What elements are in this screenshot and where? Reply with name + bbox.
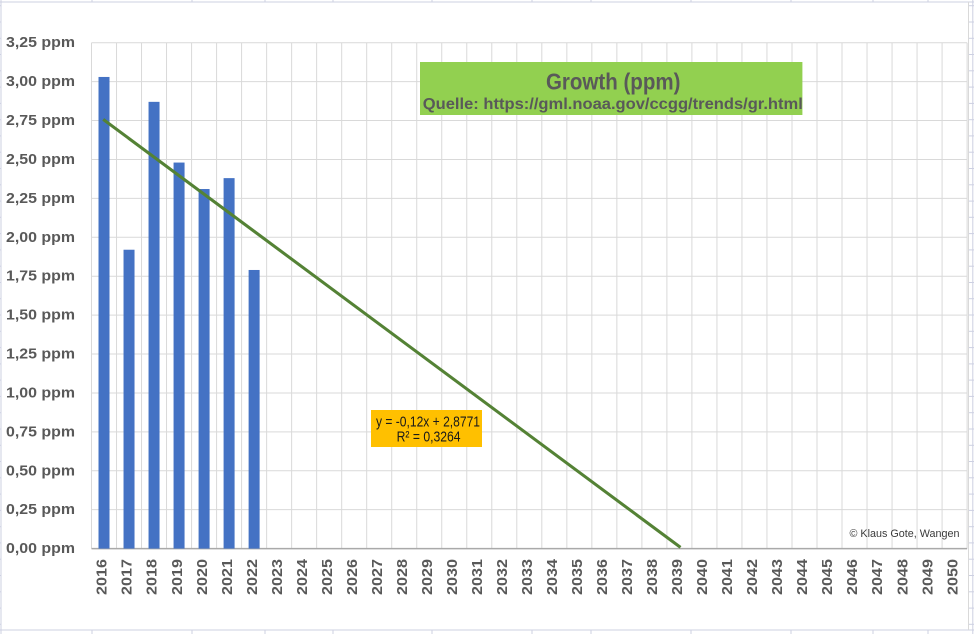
svg-text:y = -0,12x + 2,8771: y = -0,12x + 2,8771 (376, 413, 480, 430)
svg-text:2,25 ppm: 2,25 ppm (6, 190, 75, 207)
svg-text:1,50 ppm: 1,50 ppm (6, 307, 75, 324)
svg-text:2042: 2042 (744, 559, 761, 595)
svg-text:Quelle: https://gml.noaa.gov/c: Quelle: https://gml.noaa.gov/ccgg/trends… (423, 96, 803, 113)
svg-text:2034: 2034 (544, 558, 561, 595)
svg-text:2026: 2026 (344, 559, 361, 595)
svg-text:2020: 2020 (194, 559, 211, 595)
svg-text:2,75 ppm: 2,75 ppm (6, 112, 75, 129)
svg-text:2044: 2044 (794, 558, 811, 595)
svg-text:2029: 2029 (419, 559, 436, 595)
svg-text:2035: 2035 (569, 559, 586, 595)
svg-text:2,50 ppm: 2,50 ppm (6, 151, 75, 168)
svg-text:2046: 2046 (844, 559, 861, 595)
svg-text:2027: 2027 (369, 559, 386, 595)
svg-text:1,25 ppm: 1,25 ppm (6, 346, 75, 363)
svg-text:2022: 2022 (244, 559, 261, 595)
svg-text:2039: 2039 (669, 559, 686, 595)
svg-text:2048: 2048 (894, 559, 911, 595)
svg-text:2037: 2037 (619, 559, 636, 595)
svg-text:© Klaus Gote, Wangen: © Klaus Gote, Wangen (850, 528, 960, 540)
svg-text:2033: 2033 (519, 559, 536, 595)
svg-text:2,00 ppm: 2,00 ppm (6, 229, 75, 246)
svg-text:3,25 ppm: 3,25 ppm (6, 34, 75, 51)
svg-text:Growth (ppm): Growth (ppm) (546, 69, 681, 95)
svg-text:0,50 ppm: 0,50 ppm (6, 462, 75, 479)
svg-text:3,00 ppm: 3,00 ppm (6, 73, 75, 90)
svg-text:2031: 2031 (469, 559, 486, 595)
svg-text:2021: 2021 (219, 559, 236, 595)
svg-text:2049: 2049 (919, 559, 936, 595)
svg-text:2023: 2023 (269, 559, 286, 595)
svg-text:0,00 ppm: 0,00 ppm (6, 540, 75, 557)
svg-text:2043: 2043 (769, 559, 786, 595)
svg-text:2024: 2024 (294, 558, 311, 595)
svg-text:2041: 2041 (719, 559, 736, 595)
svg-text:2016: 2016 (94, 559, 111, 595)
svg-text:2032: 2032 (494, 559, 511, 595)
svg-text:2019: 2019 (169, 559, 186, 595)
svg-text:2025: 2025 (319, 559, 336, 595)
svg-text:2047: 2047 (869, 559, 886, 595)
svg-text:2040: 2040 (694, 559, 711, 595)
svg-text:2045: 2045 (819, 559, 836, 595)
svg-text:2038: 2038 (644, 559, 661, 595)
svg-text:1,00 ppm: 1,00 ppm (6, 384, 75, 401)
svg-text:R² = 0,3264: R² = 0,3264 (397, 429, 461, 446)
svg-text:2036: 2036 (594, 559, 611, 595)
svg-text:2018: 2018 (144, 559, 161, 595)
svg-text:0,25 ppm: 0,25 ppm (6, 501, 75, 518)
svg-text:1,75 ppm: 1,75 ppm (6, 268, 75, 285)
svg-text:2017: 2017 (119, 559, 136, 595)
svg-text:2050: 2050 (944, 559, 961, 595)
svg-text:2028: 2028 (394, 559, 411, 595)
svg-text:2030: 2030 (444, 559, 461, 595)
svg-text:0,75 ppm: 0,75 ppm (6, 423, 75, 440)
